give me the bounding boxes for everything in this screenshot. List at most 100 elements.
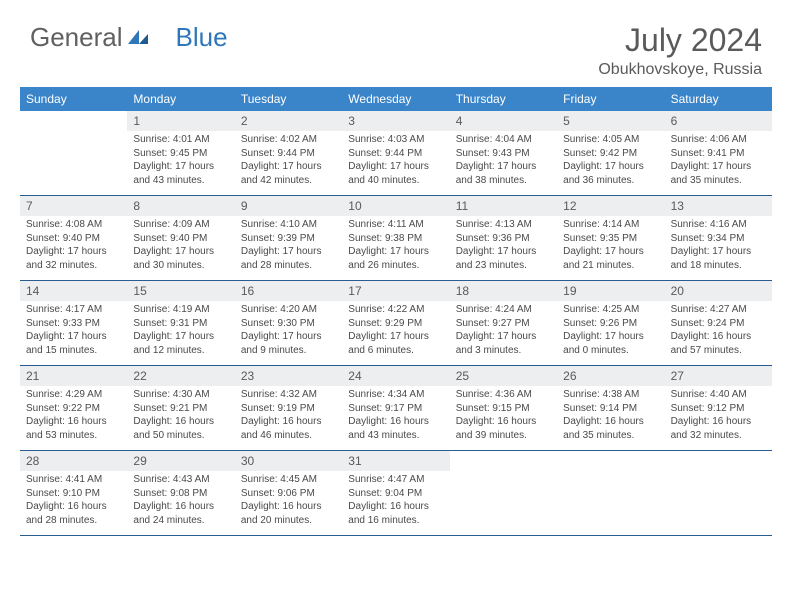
day-number: 29 — [127, 451, 234, 471]
day-content: Sunrise: 4:08 AMSunset: 9:40 PMDaylight:… — [20, 216, 127, 276]
day-line: Daylight: 16 hours and 57 minutes. — [671, 330, 766, 357]
day-line: Daylight: 16 hours and 24 minutes. — [133, 500, 228, 527]
day-content: Sunrise: 4:20 AMSunset: 9:30 PMDaylight:… — [235, 301, 342, 361]
day-line: Sunrise: 4:14 AM — [563, 218, 658, 232]
day-cell: 31Sunrise: 4:47 AMSunset: 9:04 PMDayligh… — [342, 451, 449, 535]
day-line: Sunset: 9:27 PM — [456, 317, 551, 331]
day-cell: 3Sunrise: 4:03 AMSunset: 9:44 PMDaylight… — [342, 111, 449, 195]
day-line: Sunrise: 4:27 AM — [671, 303, 766, 317]
day-line: Sunset: 9:19 PM — [241, 402, 336, 416]
week-row: 14Sunrise: 4:17 AMSunset: 9:33 PMDayligh… — [20, 281, 772, 366]
day-cell — [450, 451, 557, 535]
day-line: Sunset: 9:40 PM — [26, 232, 121, 246]
day-cell: 30Sunrise: 4:45 AMSunset: 9:06 PMDayligh… — [235, 451, 342, 535]
day-number: 22 — [127, 366, 234, 386]
day-line: Sunrise: 4:11 AM — [348, 218, 443, 232]
day-cell: 24Sunrise: 4:34 AMSunset: 9:17 PMDayligh… — [342, 366, 449, 450]
day-line: Sunset: 9:38 PM — [348, 232, 443, 246]
day-content: Sunrise: 4:34 AMSunset: 9:17 PMDaylight:… — [342, 386, 449, 446]
day-line: Sunrise: 4:13 AM — [456, 218, 551, 232]
day-line: Sunrise: 4:01 AM — [133, 133, 228, 147]
day-line: Daylight: 17 hours and 0 minutes. — [563, 330, 658, 357]
day-cell: 6Sunrise: 4:06 AMSunset: 9:41 PMDaylight… — [665, 111, 772, 195]
day-number: 16 — [235, 281, 342, 301]
day-number: 17 — [342, 281, 449, 301]
day-line: Sunrise: 4:40 AM — [671, 388, 766, 402]
day-cell: 4Sunrise: 4:04 AMSunset: 9:43 PMDaylight… — [450, 111, 557, 195]
day-line: Sunset: 9:15 PM — [456, 402, 551, 416]
day-cell: 28Sunrise: 4:41 AMSunset: 9:10 PMDayligh… — [20, 451, 127, 535]
day-line: Daylight: 17 hours and 15 minutes. — [26, 330, 121, 357]
day-line: Sunrise: 4:08 AM — [26, 218, 121, 232]
day-line: Daylight: 17 hours and 32 minutes. — [26, 245, 121, 272]
day-number: 11 — [450, 196, 557, 216]
day-number: 27 — [665, 366, 772, 386]
day-number: 14 — [20, 281, 127, 301]
day-number: 7 — [20, 196, 127, 216]
day-cell — [20, 111, 127, 195]
day-cell: 26Sunrise: 4:38 AMSunset: 9:14 PMDayligh… — [557, 366, 664, 450]
day-line: Sunrise: 4:47 AM — [348, 473, 443, 487]
day-line: Sunset: 9:41 PM — [671, 147, 766, 161]
day-line: Daylight: 17 hours and 30 minutes. — [133, 245, 228, 272]
day-line: Sunrise: 4:29 AM — [26, 388, 121, 402]
week-row: 7Sunrise: 4:08 AMSunset: 9:40 PMDaylight… — [20, 196, 772, 281]
day-line: Daylight: 17 hours and 18 minutes. — [671, 245, 766, 272]
day-line: Sunrise: 4:43 AM — [133, 473, 228, 487]
day-line: Sunset: 9:24 PM — [671, 317, 766, 331]
day-line: Daylight: 16 hours and 39 minutes. — [456, 415, 551, 442]
day-line: Sunset: 9:43 PM — [456, 147, 551, 161]
day-content: Sunrise: 4:02 AMSunset: 9:44 PMDaylight:… — [235, 131, 342, 191]
day-content: Sunrise: 4:36 AMSunset: 9:15 PMDaylight:… — [450, 386, 557, 446]
day-line: Sunset: 9:42 PM — [563, 147, 658, 161]
day-line: Sunset: 9:34 PM — [671, 232, 766, 246]
day-cell: 12Sunrise: 4:14 AMSunset: 9:35 PMDayligh… — [557, 196, 664, 280]
weeks-container: 1 Sunrise: 4:01 AMSunset: 9:45 PM Daylight… — [20, 111, 772, 536]
day-number: 4 — [450, 111, 557, 131]
day-line: Sunrise: 4:05 AM — [563, 133, 658, 147]
day-number: 18 — [450, 281, 557, 301]
day-line: Sunrise: 4:24 AM — [456, 303, 551, 317]
week-row: 21Sunrise: 4:29 AMSunset: 9:22 PMDayligh… — [20, 366, 772, 451]
day-line: Daylight: 16 hours and 43 minutes. — [348, 415, 443, 442]
day-number: 15 — [127, 281, 234, 301]
day-line: Sunrise: 4:10 AM — [241, 218, 336, 232]
day-number: 23 — [235, 366, 342, 386]
day-cell: 20Sunrise: 4:27 AMSunset: 9:24 PMDayligh… — [665, 281, 772, 365]
day-number: 1 — [127, 111, 234, 131]
day-number: 6 — [665, 111, 772, 131]
day-cell: 9Sunrise: 4:10 AMSunset: 9:39 PMDaylight… — [235, 196, 342, 280]
location: Obukhovskoye, Russia — [598, 61, 762, 79]
day-content: Sunrise: 4:29 AMSunset: 9:22 PMDaylight:… — [20, 386, 127, 446]
day-cell: 18Sunrise: 4:24 AMSunset: 9:27 PMDayligh… — [450, 281, 557, 365]
day-number: 12 — [557, 196, 664, 216]
day-line: Sunset: 9:33 PM — [26, 317, 121, 331]
day-line: Sunset: 9:08 PM — [133, 487, 228, 501]
day-cell: 14Sunrise: 4:17 AMSunset: 9:33 PMDayligh… — [20, 281, 127, 365]
day-number: 26 — [557, 366, 664, 386]
weekday-thu: Thursday — [450, 87, 557, 111]
day-cell: 29 Sunrise: 4:43 AMSunset: 9:08 PMDayligh… — [127, 451, 234, 535]
day-line: Sunset: 9:21 PM — [133, 402, 228, 416]
day-cell: 1Sunrise: 4:01 AMSunset: 9:45 PMDaylight… — [127, 111, 234, 195]
month-title: July 2024 — [598, 22, 762, 59]
day-line: Daylight: 16 hours and 46 minutes. — [241, 415, 336, 442]
day-content: Sunrise: 4:38 AMSunset: 9:14 PMDaylight:… — [557, 386, 664, 446]
day-content: Sunrise: 4:22 AMSunset: 9:29 PMDaylight:… — [342, 301, 449, 361]
day-line: Sunrise: 4:45 AM — [241, 473, 336, 487]
day-cell: 8Sunrise: 4:09 AMSunset: 9:40 PMDaylight… — [127, 196, 234, 280]
day-line: Sunrise: 4:02 AM — [241, 133, 336, 147]
day-cell: 15Sunrise: 4:19 AMSunset: 9:31 PMDayligh… — [127, 281, 234, 365]
weekday-sat: Saturday — [665, 87, 772, 111]
day-line: Daylight: 16 hours and 35 minutes. — [563, 415, 658, 442]
day-line: Sunrise: 4:41 AM — [26, 473, 121, 487]
day-line: Sunrise: 4:20 AM — [241, 303, 336, 317]
day-line: Daylight: 17 hours and 21 minutes. — [563, 245, 658, 272]
day-line: Sunset: 9:10 PM — [26, 487, 121, 501]
day-line: Sunset: 9:45 PM — [133, 147, 228, 161]
day-line: Sunrise: 4:06 AM — [671, 133, 766, 147]
day-line: Daylight: 17 hours and 23 minutes. — [456, 245, 551, 272]
day-cell — [665, 451, 772, 535]
day-line: Sunrise: 4:16 AM — [671, 218, 766, 232]
day-cell: 5Sunrise: 4:05 AMSunset: 9:42 PMDaylight… — [557, 111, 664, 195]
